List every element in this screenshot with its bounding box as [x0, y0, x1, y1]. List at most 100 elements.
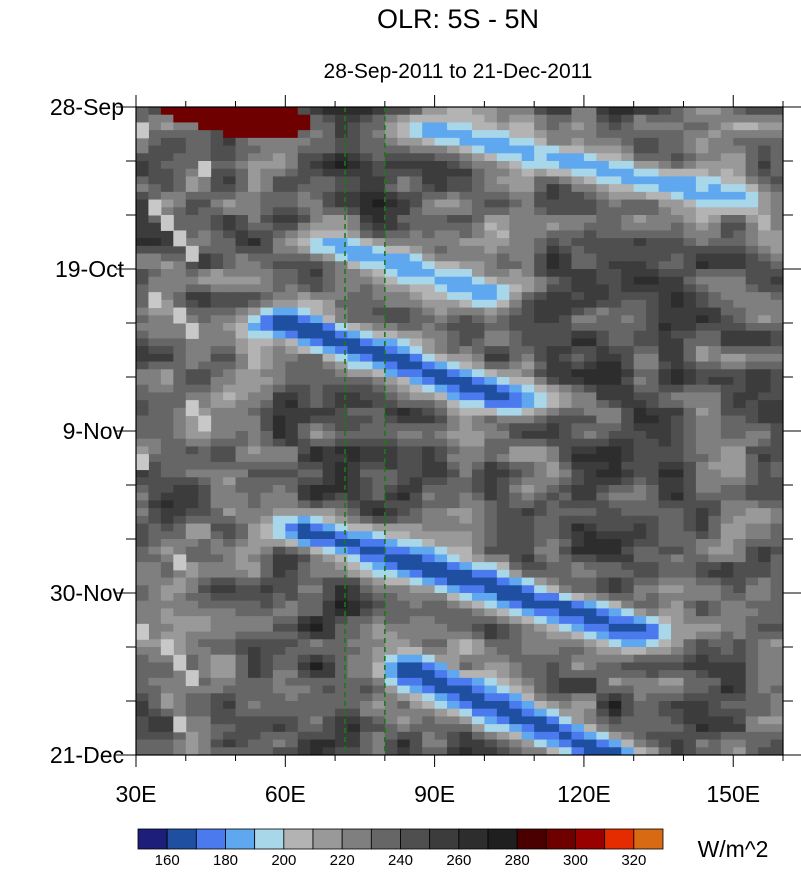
olr-cell: [297, 400, 311, 409]
olr-cell: [297, 269, 311, 278]
olr-cell: [509, 107, 523, 116]
olr-cell: [633, 392, 647, 401]
olr-cell: [596, 693, 610, 702]
olr-cell: [621, 168, 635, 178]
olr-cell: [297, 724, 311, 733]
olr-cell: [235, 114, 249, 124]
olr-cell: [559, 222, 573, 232]
olr-cell: [160, 585, 174, 594]
olr-cell: [434, 253, 448, 262]
olr-cell: [223, 230, 237, 239]
olr-cell: [422, 107, 436, 116]
olr-cell: [633, 199, 647, 208]
olr-cell: [608, 508, 622, 517]
olr-cell: [223, 608, 237, 617]
olr-cell: [198, 515, 212, 525]
olr-cell: [310, 307, 324, 316]
olr-cell: [310, 207, 324, 216]
olr-cell: [347, 747, 361, 755]
olr-cell: [571, 562, 585, 571]
olr-cell: [235, 593, 249, 602]
olr-cell: [422, 130, 436, 139]
olr-cell: [646, 724, 660, 733]
olr-cell: [384, 338, 398, 347]
olr-cell: [409, 353, 423, 363]
olr-cell: [185, 554, 199, 563]
olr-cell: [770, 207, 783, 216]
olr-cell: [297, 323, 311, 332]
olr-cell: [633, 600, 647, 610]
olr-cell: [608, 222, 622, 232]
olr-cell: [173, 346, 187, 355]
olr-cell: [384, 485, 398, 494]
olr-cell: [148, 477, 162, 486]
olr-cell: [733, 546, 747, 556]
olr-cell: [559, 461, 573, 471]
olr-cell: [496, 230, 510, 239]
olr-cell: [683, 238, 697, 247]
olr-cell: [471, 107, 485, 116]
olr-cell: [708, 353, 722, 363]
olr-cell: [223, 500, 237, 509]
olr-cell: [185, 685, 199, 694]
olr-cell: [621, 238, 635, 247]
olr-cell: [683, 269, 697, 278]
olr-cell: [384, 554, 398, 563]
olr-cell: [409, 207, 423, 216]
olr-cell: [770, 377, 783, 386]
olr-cell: [247, 392, 262, 401]
olr-cell: [447, 423, 461, 432]
olr-cell: [608, 415, 622, 424]
olr-cell: [136, 253, 150, 262]
olr-cell: [658, 407, 672, 417]
olr-cell: [148, 284, 162, 293]
olr-cell: [384, 215, 398, 224]
olr-cell: [210, 284, 224, 293]
olr-cell: [596, 377, 610, 386]
olr-cell: [272, 531, 286, 540]
olr-cell: [671, 130, 685, 139]
olr-cell: [571, 693, 585, 702]
olr-cell: [459, 269, 473, 278]
olr-cell: [235, 199, 249, 208]
olr-cell: [148, 168, 162, 178]
olr-cell: [534, 569, 548, 579]
olr-cell: [260, 168, 274, 178]
olr-cell: [185, 500, 199, 509]
olr-cell: [185, 577, 199, 586]
olr-cell: [571, 261, 585, 270]
olr-cell: [272, 469, 286, 478]
olr-cell: [198, 299, 212, 309]
olr-cell: [285, 685, 299, 694]
olr-cell: [359, 438, 373, 448]
olr-cell: [359, 238, 373, 247]
olr-cell: [496, 515, 510, 525]
olr-cell: [447, 677, 461, 687]
missing-data-cell: [136, 623, 149, 640]
olr-cell: [733, 361, 747, 370]
olr-cell: [745, 307, 759, 316]
olr-cell: [434, 546, 448, 556]
olr-cell: [534, 122, 548, 131]
olr-cell: [185, 600, 199, 610]
olr-cell: [733, 755, 746, 763]
olr-cell: [671, 492, 685, 502]
olr-cell: [160, 114, 174, 124]
olr-cell: [235, 647, 249, 656]
olr-cell: [310, 515, 324, 525]
olr-cell: [235, 107, 249, 116]
olr-cell: [322, 207, 336, 216]
olr-cell: [322, 191, 336, 201]
olr-cell: [260, 662, 274, 671]
olr-cell: [571, 731, 585, 741]
olr-cell: [297, 593, 311, 602]
olr-cell: [310, 377, 324, 386]
olr-cell: [223, 577, 237, 586]
olr-cell: [148, 693, 162, 702]
olr-cell: [223, 392, 237, 401]
olr-cell: [745, 523, 759, 532]
olr-cell: [596, 107, 610, 116]
olr-cell: [509, 161, 523, 170]
olr-cell: [348, 755, 361, 763]
olr-cell: [758, 407, 772, 417]
